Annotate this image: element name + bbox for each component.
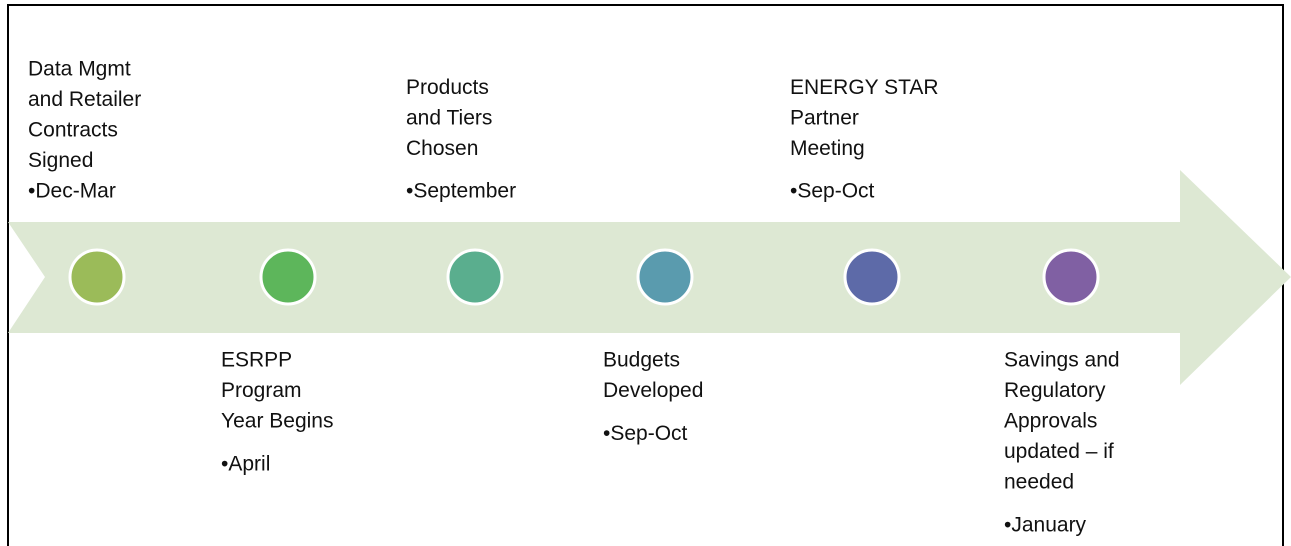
- milestone-label: Signed: [28, 149, 93, 172]
- milestone-date: •Dec-Mar: [28, 180, 116, 203]
- milestone-label: Savings and: [1004, 349, 1120, 372]
- milestone-dot: [1042, 248, 1100, 306]
- milestone-label: Chosen: [406, 137, 478, 160]
- milestone-label: needed: [1004, 471, 1074, 494]
- milestone-label: and Retailer: [28, 88, 141, 111]
- milestone-label: Meeting: [790, 137, 865, 160]
- milestone-label: ENERGY STAR: [790, 76, 939, 99]
- milestone-label: Partner: [790, 107, 859, 130]
- milestone-dot: [446, 248, 504, 306]
- milestone-date: •January: [1004, 514, 1087, 537]
- milestone-label: updated – if: [1004, 440, 1114, 463]
- milestone-label: ESRPP: [221, 349, 292, 372]
- milestone-dot: [843, 248, 901, 306]
- milestone-dot: [68, 248, 126, 306]
- milestone-label: Contracts: [28, 119, 118, 142]
- milestone-label: Developed: [603, 379, 703, 402]
- milestone-label: Approvals: [1004, 410, 1097, 433]
- milestone-label: Year Begins: [221, 410, 333, 433]
- milestone-label: Data Mgmt: [28, 58, 131, 81]
- milestone-dot: [636, 248, 694, 306]
- milestone-date: •Sep-Oct: [790, 180, 875, 203]
- milestone-label: Budgets: [603, 349, 680, 372]
- milestone-label: Products: [406, 76, 489, 99]
- milestone-label: and Tiers: [406, 107, 492, 130]
- milestone-label: Program: [221, 379, 302, 402]
- milestone-label: Regulatory: [1004, 379, 1106, 402]
- milestone-dot: [259, 248, 317, 306]
- milestone-date: •Sep-Oct: [603, 422, 688, 445]
- milestone-date: •September: [406, 180, 516, 203]
- milestone-date: •April: [221, 453, 270, 476]
